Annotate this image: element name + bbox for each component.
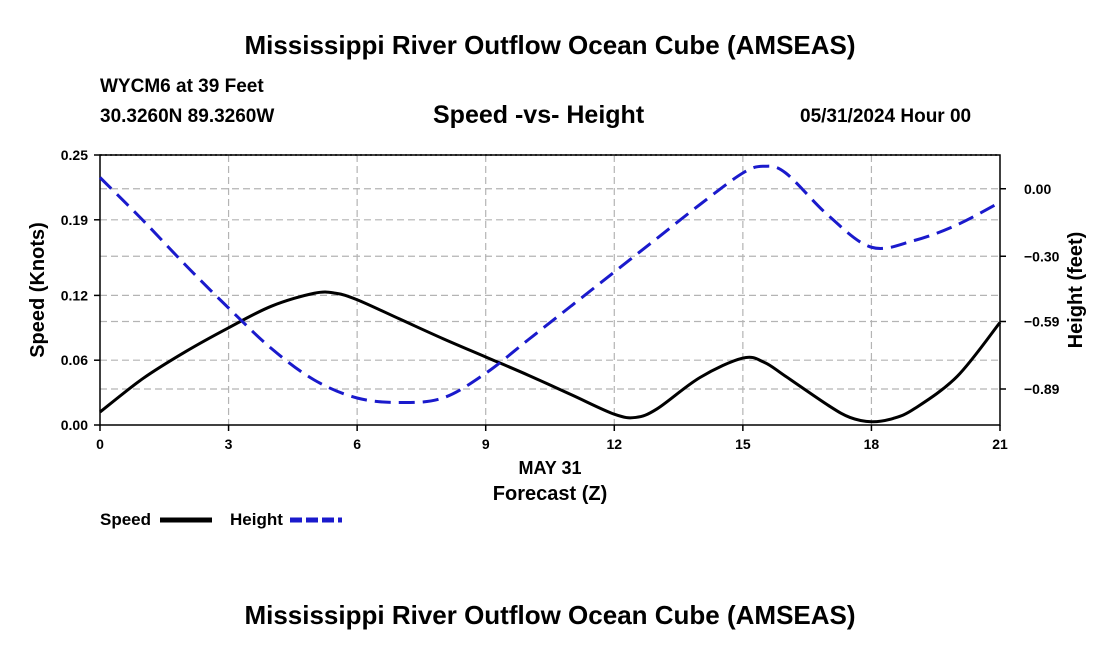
coordinates-label: 30.3260N 89.3260W: [100, 106, 275, 127]
axis-ticks: 0 3 6 9 12 15 18 21 0.00 0.06 0.12 0.19 0.25 0.00 −0.3…: [61, 147, 1060, 452]
chart-subtitle: Speed -vs- Height: [433, 101, 645, 129]
x-tick-label: 15: [735, 436, 751, 452]
legend: Speed Height: [100, 510, 342, 529]
y-axis-right-label: Height (feet): [1065, 232, 1087, 349]
footer-title: Mississippi River Outflow Ocean Cube (AM…: [244, 600, 856, 630]
x-tick-label: 0: [96, 436, 104, 452]
x-tick-label: 6: [353, 436, 361, 452]
legend-height-label: Height: [230, 510, 283, 529]
y-left-tick-label: 0.12: [61, 287, 88, 303]
grid: [100, 154, 1000, 425]
y-right-tick-label: −0.59: [1024, 314, 1060, 330]
series-line-height: [98, 164, 1001, 405]
legend-speed-label: Speed: [100, 510, 151, 529]
y-left-tick-label: 0.00: [61, 417, 88, 433]
forecast-datetime: 05/31/2024 Hour 00: [800, 106, 972, 127]
x-tick-label: 3: [225, 436, 233, 452]
y-right-tick-label: −0.30: [1024, 248, 1060, 264]
x-axis-label: Forecast (Z): [493, 483, 607, 505]
y-left-tick-label: 0.25: [61, 147, 88, 163]
y-left-tick-label: 0.19: [61, 212, 88, 228]
series-lines: [98, 164, 1002, 424]
x-date-label: MAY 31: [518, 458, 581, 478]
x-tick-label: 21: [992, 436, 1008, 452]
x-tick-label: 12: [606, 436, 622, 452]
x-tick-label: 9: [482, 436, 490, 452]
series-line-speed: [99, 290, 1002, 424]
y-right-tick-label: −0.89: [1024, 381, 1060, 397]
x-tick-label: 18: [864, 436, 880, 452]
y-right-tick-label: 0.00: [1024, 181, 1051, 197]
main-title: Mississippi River Outflow Ocean Cube (AM…: [244, 30, 856, 60]
y-left-tick-label: 0.06: [61, 352, 88, 368]
station-label: WYCM6 at 39 Feet: [100, 76, 264, 97]
y-axis-left-label: Speed (Knots): [27, 222, 49, 358]
